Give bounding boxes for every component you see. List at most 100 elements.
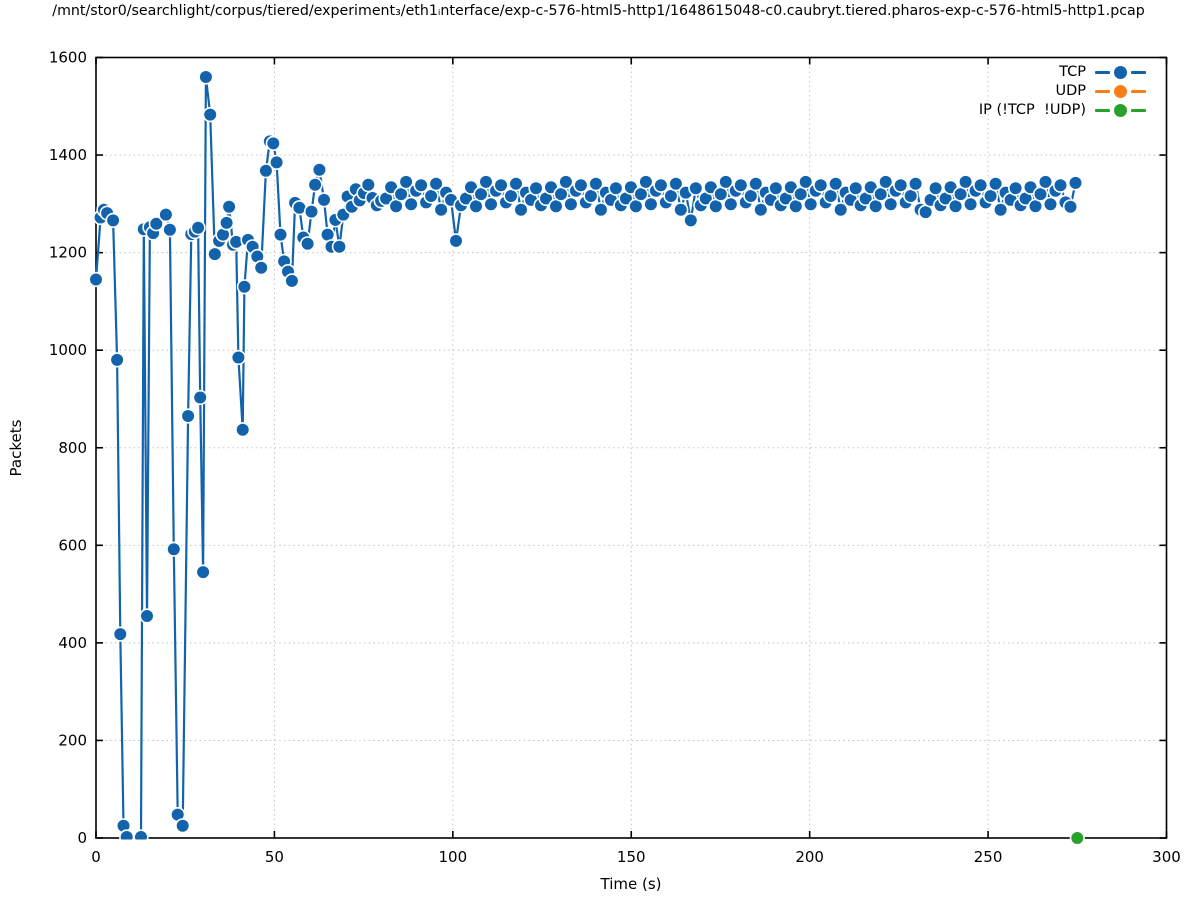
data-point <box>403 196 419 212</box>
legend-line-icon <box>1131 108 1146 112</box>
y-tick-label: 400 <box>58 634 87 652</box>
data-point <box>673 202 689 218</box>
data-point <box>813 177 829 193</box>
legend-line-icon <box>1095 108 1110 112</box>
data-point <box>907 176 924 192</box>
x-tick-label: 150 <box>617 848 646 866</box>
data-point <box>833 202 849 218</box>
data-point <box>563 196 579 212</box>
data-point <box>768 180 784 196</box>
data-point <box>1037 174 1054 190</box>
legend-label: IP (!TCP !UDP) <box>978 102 1086 118</box>
legend-item: UDP <box>979 83 1146 99</box>
data-point <box>753 202 769 218</box>
y-tick-label: 1600 <box>49 49 87 67</box>
data-point <box>88 271 104 288</box>
legend-item: IP (!TCP !UDP) <box>979 102 1146 118</box>
data-point <box>992 202 1009 218</box>
data-point <box>927 180 944 196</box>
legend-line-icon <box>1131 89 1146 93</box>
data-point <box>119 829 135 840</box>
data-point <box>258 163 274 179</box>
data-point <box>893 177 909 193</box>
legend-line-icon <box>1095 70 1110 74</box>
data-point <box>398 174 414 190</box>
data-point <box>962 196 979 212</box>
data-point <box>284 273 300 289</box>
data-point <box>265 135 281 151</box>
data-point <box>848 180 864 196</box>
legend-label: TCP <box>1059 64 1086 80</box>
data-point <box>105 212 121 228</box>
y-tick-label: 0 <box>77 829 87 847</box>
data-point <box>608 180 624 196</box>
data-point <box>972 177 989 193</box>
data-point <box>221 199 237 215</box>
data-point <box>878 174 894 190</box>
x-axis-label: Time (s) <box>600 875 662 893</box>
data-point <box>230 349 246 366</box>
data-point <box>202 106 218 123</box>
data-point <box>643 196 659 212</box>
data-point <box>139 608 155 624</box>
data-point <box>192 389 208 406</box>
data-point <box>1067 175 1084 191</box>
chart-title: /mnt/stor0/searchlight/corpus/tiered/exp… <box>52 3 1145 19</box>
y-axis-label: Packets <box>7 419 25 477</box>
data-point <box>803 196 819 212</box>
data-point <box>300 236 316 252</box>
series-ip-tcp-udp- <box>1069 830 1085 846</box>
data-point <box>683 212 699 228</box>
data-point <box>653 177 669 193</box>
data-point <box>508 176 524 192</box>
y-tick-label: 200 <box>58 731 87 749</box>
data-point <box>112 626 128 642</box>
x-tick-label: 250 <box>974 848 1003 866</box>
legend: TCP UDP IP (!TCP !UDP) <box>979 64 1146 118</box>
legend-label: UDP <box>1055 83 1086 99</box>
x-tick-label: 300 <box>1152 848 1181 866</box>
data-point <box>828 176 844 192</box>
data-point <box>573 177 589 193</box>
x-tick-label: 0 <box>91 848 101 866</box>
legend-line-icon <box>1131 70 1146 74</box>
legend-item: TCP <box>979 64 1146 80</box>
data-point <box>311 162 328 178</box>
data-point <box>1069 830 1085 846</box>
legend-marker-icon <box>1114 65 1127 79</box>
y-tick-label: 1000 <box>49 341 87 359</box>
legend-sample <box>1095 84 1146 98</box>
data-point <box>166 541 182 557</box>
data-point <box>303 204 320 220</box>
data-point <box>733 177 749 193</box>
data-point <box>133 829 149 840</box>
data-point <box>360 177 376 193</box>
y-tick-label: 600 <box>58 536 87 554</box>
data-point <box>1042 196 1059 212</box>
data-point <box>528 180 544 196</box>
data-point <box>478 174 494 190</box>
data-point <box>180 408 196 424</box>
data-point <box>195 564 211 580</box>
data-point <box>331 239 348 255</box>
y-tick-label: 1200 <box>49 244 87 262</box>
data-point <box>798 174 814 190</box>
data-point <box>688 180 704 196</box>
series-tcp <box>88 69 1084 840</box>
data-point <box>109 352 125 368</box>
data-point <box>190 220 206 236</box>
y-tick-label: 800 <box>58 439 87 457</box>
data-point <box>513 202 529 218</box>
data-point <box>307 177 323 193</box>
data-point <box>219 215 235 231</box>
data-point <box>1052 177 1069 193</box>
data-point <box>413 177 429 193</box>
data-point <box>448 233 464 249</box>
y-tick-label: 1400 <box>49 146 87 164</box>
data-point <box>158 207 174 223</box>
legend-sample <box>1095 103 1146 117</box>
data-point <box>175 818 191 834</box>
x-tick-label: 200 <box>795 848 824 866</box>
